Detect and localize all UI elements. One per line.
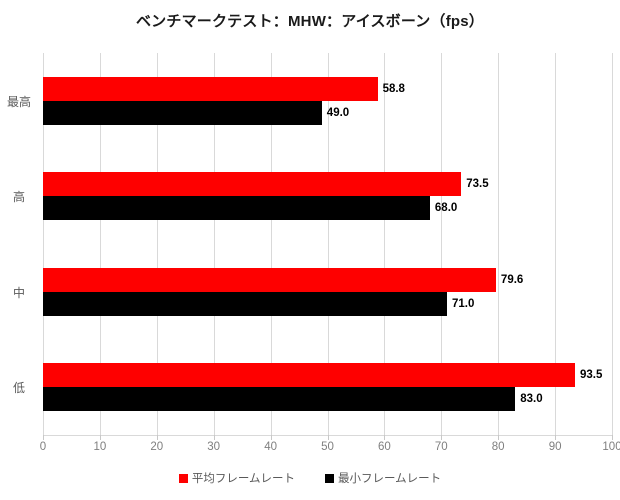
gridline xyxy=(612,53,613,435)
gridline xyxy=(43,53,44,435)
x-axis-tick-label: 100 xyxy=(602,441,620,453)
y-axis-category-label: 低 xyxy=(12,381,25,396)
x-axis-tick xyxy=(498,435,500,440)
legend-swatch-icon xyxy=(325,473,334,483)
y-axis-category-label: 高 xyxy=(12,190,25,205)
bar-avg xyxy=(43,267,496,292)
gridline xyxy=(327,53,329,435)
plot-area: 58.8 49.0 73.5 68.0 79.6 71.0 93.5 83.0 xyxy=(43,53,613,435)
gridline xyxy=(99,53,101,435)
bar-value-label: 79.6 xyxy=(500,273,524,286)
y-axis-category-label: 最高 xyxy=(6,94,31,109)
x-axis-tick-label: 90 xyxy=(548,441,562,453)
bar-min xyxy=(43,387,516,412)
x-axis-tick-label: 80 xyxy=(491,441,505,453)
x-axis-tick xyxy=(156,435,158,440)
x-axis-tick-label: 10 xyxy=(93,441,107,453)
gridline xyxy=(498,53,500,435)
bar-min xyxy=(43,100,322,125)
x-axis-tick-label: 0 xyxy=(39,441,47,453)
bar-min xyxy=(43,196,430,221)
legend-label: 最小フレームレート xyxy=(338,473,442,485)
x-axis-tick xyxy=(99,435,101,440)
bar-min xyxy=(43,291,447,316)
legend-item[interactable]: 平均フレームレート xyxy=(178,470,295,486)
legend-label: 平均フレームレート xyxy=(191,473,295,485)
chart-legend: 平均フレームレート 最小フレームレート xyxy=(0,470,620,486)
x-axis-tick xyxy=(555,435,557,440)
bar-value-label: 71.0 xyxy=(451,297,475,310)
x-axis-tick xyxy=(43,435,44,440)
bar-value-label: 83.0 xyxy=(520,393,543,406)
legend-item[interactable]: 最小フレームレート xyxy=(325,470,441,486)
bar-avg xyxy=(43,363,575,388)
bar-avg xyxy=(43,172,462,197)
bar-avg xyxy=(43,76,378,101)
gridline xyxy=(441,53,443,435)
gridline xyxy=(213,53,215,435)
legend-swatch-icon xyxy=(178,473,188,483)
x-axis-tick xyxy=(384,435,386,440)
bar-value-label: 58.8 xyxy=(382,82,405,95)
chart-title: ベンチマークテスト：MHW：アイスボーン（fps） xyxy=(135,13,485,30)
gridline xyxy=(555,53,557,435)
gridline xyxy=(270,53,272,435)
x-axis-tick xyxy=(327,435,329,440)
bar-value-label: 93.5 xyxy=(580,369,603,382)
x-axis-tick xyxy=(441,435,443,440)
bar-value-label: 49.0 xyxy=(326,106,350,119)
bar-value-label: 73.5 xyxy=(466,178,489,191)
x-axis-tick xyxy=(612,435,613,440)
x-axis-tick-label: 30 xyxy=(207,441,221,453)
x-axis-tick-label: 50 xyxy=(321,441,334,453)
gridline xyxy=(156,53,158,435)
x-axis-tick-label: 40 xyxy=(264,441,277,453)
x-axis-tick xyxy=(213,435,215,440)
x-axis-tick xyxy=(270,435,272,440)
y-axis-category-label: 中 xyxy=(12,285,25,300)
bar-value-label: 68.0 xyxy=(434,202,458,215)
x-axis-tick-label: 70 xyxy=(434,441,448,453)
gridline xyxy=(384,53,386,435)
y-axis-category-labels: 最高高中低 xyxy=(0,53,37,435)
x-axis-tick-label: 60 xyxy=(377,441,391,453)
x-axis-tick-labels: 0 10 20 30 40 50 60 70 80 90 100 xyxy=(0,441,620,461)
x-axis-tick-label: 20 xyxy=(150,441,164,453)
